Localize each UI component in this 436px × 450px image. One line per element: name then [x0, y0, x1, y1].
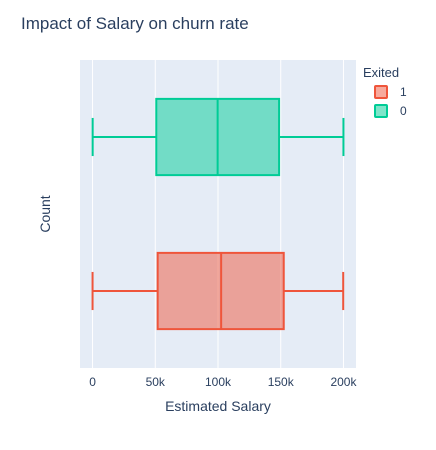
legend-label: 0 [400, 104, 407, 118]
x-tick-label: 100k [205, 375, 232, 389]
x-tick-label: 50k [146, 375, 166, 389]
legend-item-1: 1 [374, 85, 407, 99]
legend-swatch [374, 104, 388, 118]
legend: Exited 1 0 [363, 65, 407, 118]
x-tick-label: 200k [330, 375, 357, 389]
box-plot-exited-0 [91, 97, 345, 177]
box-series [91, 97, 345, 331]
legend-label: 1 [400, 85, 407, 99]
x-tick-label: 0 [89, 375, 96, 389]
legend-title: Exited [363, 65, 399, 80]
x-axis-ticks: 0 50k 100k 150k 200k [89, 375, 357, 389]
x-axis-title: Estimated Salary [165, 398, 271, 414]
box-plot-exited-1 [91, 251, 345, 331]
legend-item-0: 0 [374, 104, 407, 118]
chart-title: Impact of Salary on churn rate [21, 14, 249, 33]
y-axis-title: Count [37, 195, 53, 232]
legend-swatch [374, 85, 388, 99]
x-tick-label: 150k [268, 375, 295, 389]
